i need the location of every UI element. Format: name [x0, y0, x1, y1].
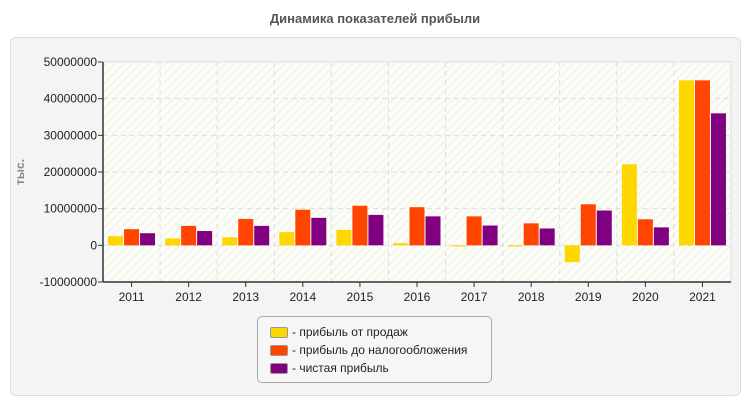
legend-label: - прибыль от продаж — [292, 325, 408, 339]
bar — [311, 217, 327, 246]
y-axis-label: тыс. — [13, 159, 27, 185]
legend-swatch — [270, 362, 288, 374]
bar — [181, 225, 197, 246]
bar — [108, 236, 124, 246]
y-tick-label: -10000000 — [40, 275, 98, 289]
y-tick-label: 30000000 — [44, 128, 98, 142]
bar — [580, 204, 596, 246]
legend-swatch — [270, 326, 288, 338]
bar — [393, 243, 409, 246]
bar — [222, 237, 238, 246]
bar — [352, 205, 368, 246]
y-tick-label: 20000000 — [44, 165, 98, 179]
bar — [539, 228, 555, 246]
x-tick-label: 2018 — [518, 290, 545, 304]
bar — [254, 225, 270, 246]
x-tick-label: 2019 — [575, 290, 602, 304]
bar — [482, 225, 498, 246]
bar — [694, 80, 710, 246]
bar — [564, 245, 580, 263]
legend: - прибыль от продаж - прибыль до налогоо… — [257, 316, 492, 383]
legend-swatch — [270, 344, 288, 356]
bar — [124, 229, 140, 246]
y-tick-label: 0 — [90, 238, 97, 252]
bar — [466, 216, 482, 246]
bar — [140, 233, 156, 246]
y-tick-label: 40000000 — [44, 92, 98, 106]
legend-label: - прибыль до налогообложения — [292, 343, 468, 357]
bar — [637, 219, 653, 246]
x-tick-label: 2012 — [175, 290, 202, 304]
x-tick-label: 2017 — [461, 290, 488, 304]
y-tick-label: 50000000 — [44, 55, 98, 69]
chart-title: Динамика показателей прибыли — [269, 11, 481, 26]
bar — [197, 231, 213, 246]
legend-item: - чистая прибыль — [270, 361, 389, 375]
x-tick-label: 2021 — [689, 290, 716, 304]
bar — [596, 210, 612, 246]
bar — [523, 223, 539, 246]
x-tick-label: 2013 — [232, 290, 259, 304]
bar — [409, 207, 425, 246]
legend-item: - прибыль до налогообложения — [270, 343, 467, 357]
legend-label: - чистая прибыль — [292, 361, 389, 375]
bar — [336, 229, 352, 246]
bar — [621, 164, 637, 246]
bar — [368, 214, 384, 246]
bar — [425, 216, 441, 246]
bar — [450, 245, 466, 247]
x-tick-label: 2011 — [119, 290, 145, 304]
x-tick-label: 2020 — [632, 290, 659, 304]
bar — [279, 232, 295, 246]
bar — [653, 227, 669, 246]
bar — [710, 113, 726, 246]
x-tick-label: 2015 — [347, 290, 374, 304]
bar — [507, 245, 523, 247]
legend-item: - прибыль от продаж — [270, 325, 408, 339]
bar — [165, 238, 181, 246]
x-tick-label: 2014 — [289, 290, 316, 304]
x-tick-label: 2016 — [404, 290, 431, 304]
bar — [295, 209, 311, 246]
bar — [238, 218, 254, 246]
y-tick-label: 10000000 — [44, 202, 98, 216]
bar — [678, 80, 694, 246]
